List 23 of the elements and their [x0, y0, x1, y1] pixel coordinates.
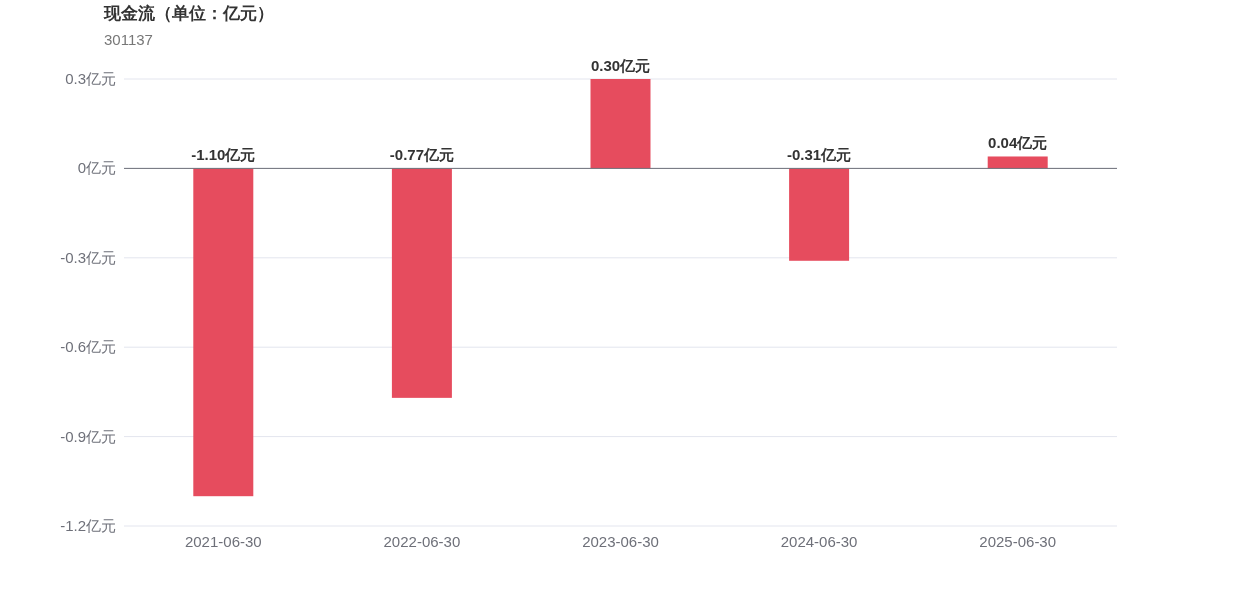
bar — [193, 168, 254, 497]
x-tick-label: 2023-06-30 — [582, 533, 659, 550]
chart-title: 现金流（单位：亿元） — [103, 4, 274, 23]
x-tick-label: 2022-06-30 — [383, 533, 461, 550]
y-tick-label: 0亿元 — [77, 159, 116, 177]
data-label: -1.10亿元 — [191, 146, 256, 164]
x-tick-label: 2021-06-30 — [184, 533, 262, 550]
y-tick-label: -1.2亿元 — [60, 517, 116, 534]
bar — [789, 168, 850, 261]
data-label: -0.77亿元 — [389, 146, 454, 164]
data-label: -0.31亿元 — [787, 146, 852, 164]
bar — [590, 79, 651, 169]
x-tick-label: 2025-06-30 — [979, 533, 1057, 550]
y-tick-label: 0.3亿元 — [65, 70, 116, 87]
y-tick-label: -0.6亿元 — [60, 338, 116, 356]
x-tick-label: 2024-06-30 — [780, 533, 858, 550]
y-tick-label: -0.9亿元 — [60, 427, 116, 445]
data-label: 0.04亿元 — [988, 134, 1048, 152]
data-label: 0.30亿元 — [590, 57, 651, 74]
bar — [987, 156, 1048, 169]
y-tick-label: -0.3亿元 — [60, 248, 116, 266]
bar — [391, 168, 452, 398]
chart-subtitle: 301137 — [104, 31, 153, 48]
